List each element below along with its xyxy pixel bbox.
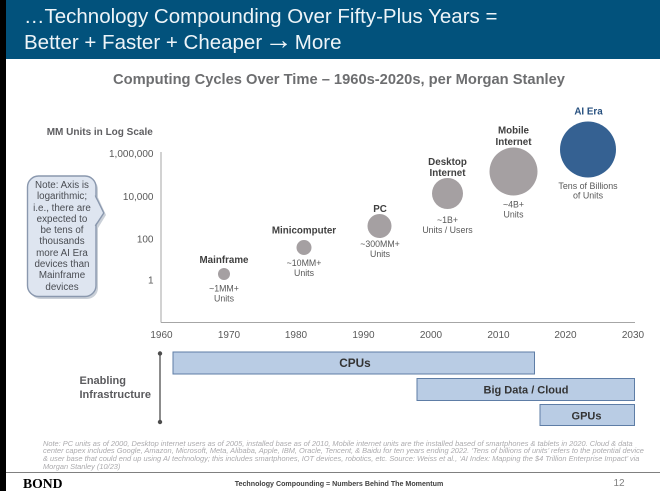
svg-text:1980: 1980 [285,330,308,341]
svg-text:1960: 1960 [150,330,173,341]
svg-text:2010: 2010 [487,330,510,341]
svg-text:~300MM+: ~300MM+ [360,239,400,249]
svg-text:Units: Units [214,294,235,304]
svg-text:Internet: Internet [430,168,467,179]
svg-text:GPUs: GPUs [572,411,602,423]
svg-text:Minicomputer: Minicomputer [272,226,336,237]
svg-text:~4B+: ~4B+ [503,200,524,210]
svg-text:Mainframe: Mainframe [200,255,250,266]
svg-text:Units: Units [503,210,524,220]
svg-text:CPUs: CPUs [339,356,371,370]
svg-text:~1B+: ~1B+ [437,215,458,225]
svg-text:10,000: 10,000 [123,192,154,203]
svg-text:AI Era: AI Era [574,107,603,118]
svg-text:1990: 1990 [352,330,375,341]
svg-text:1: 1 [148,276,154,287]
svg-text:1,000,000: 1,000,000 [109,149,154,160]
svg-text:Units / Users: Units / Users [422,225,473,235]
svg-text:Tens of Billions: Tens of Billions [558,181,618,191]
svg-text:Internet: Internet [496,137,533,148]
svg-text:~10MM+: ~10MM+ [287,258,322,268]
svg-text:~1MM+: ~1MM+ [209,284,239,294]
svg-text:Desktop: Desktop [428,157,467,168]
svg-text:Mobile: Mobile [498,126,530,137]
svg-text:PC: PC [373,204,387,215]
svg-text:of Units: of Units [573,191,604,201]
svg-text:100: 100 [137,235,154,246]
svg-text:2000: 2000 [420,330,443,341]
svg-text:1970: 1970 [218,330,241,341]
svg-text:Big Data / Cloud: Big Data / Cloud [484,385,569,397]
svg-text:Units: Units [370,249,391,259]
svg-text:2020: 2020 [554,330,577,341]
svg-text:2030: 2030 [622,330,645,341]
svg-text:Units: Units [294,268,315,278]
